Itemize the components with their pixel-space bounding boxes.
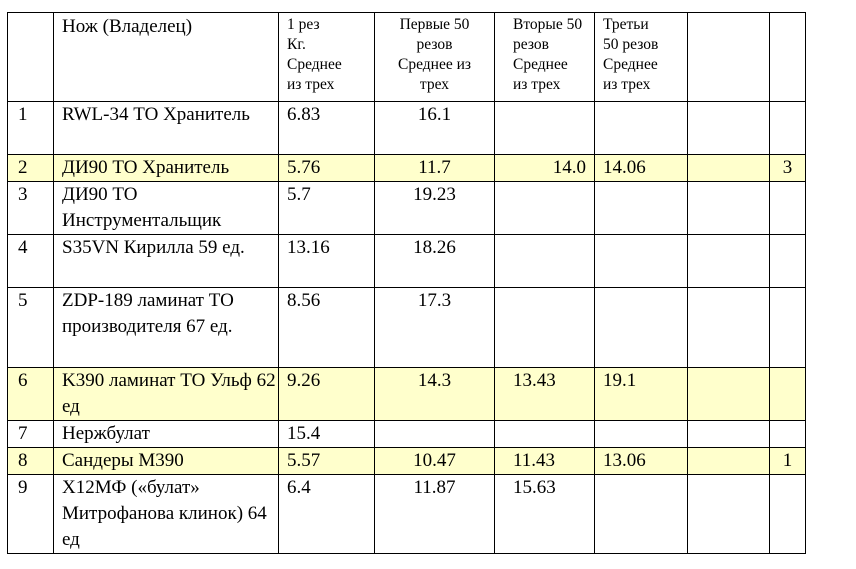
table-row: 8 Сандеры М390 5.57 10.47 11.43 13.06 1 — [7, 447, 806, 475]
cell-rank — [769, 234, 806, 288]
cell-first-50-cuts: 11.7 — [374, 154, 495, 182]
header-first-50-cuts: Первые 50 резов Среднее из трех — [374, 12, 495, 102]
table-row: 1 RWL-34 ТО Хранитель 6.83 16.1 — [7, 101, 806, 155]
cell-row-number: 1 — [7, 101, 54, 155]
cell-row-number: 9 — [7, 474, 54, 554]
cell-first-cut-kg: 9.26 — [278, 367, 375, 421]
cell-third-50-cuts — [594, 101, 688, 155]
cell-knife-owner: Х12МФ («булат» Митрофанова клинок) 64 ед — [53, 474, 279, 554]
cell-first-50-cuts: 14.3 — [374, 367, 495, 421]
cell-first-50-cuts: 10.47 — [374, 447, 495, 475]
header-third-50-cuts: Третьи 50 резов Среднее из трех — [594, 12, 688, 102]
cell-third-50-cuts — [594, 474, 688, 554]
cell-first-50-cuts — [374, 420, 495, 448]
cell-first-cut-kg: 6.83 — [278, 101, 375, 155]
cell-first-cut-kg: 8.56 — [278, 287, 375, 368]
table-row: 9 Х12МФ («булат» Митрофанова клинок) 64 е… — [7, 474, 806, 554]
header-knife-owner: Нож (Владелец) — [53, 12, 279, 102]
cell-rank — [769, 474, 806, 554]
cell-row-number: 6 — [7, 367, 54, 421]
cell-row-number: 2 — [7, 154, 54, 182]
cell-knife-owner: S35VN Кирилла 59 ед. — [53, 234, 279, 288]
cell-rank — [769, 367, 806, 421]
cell-first-50-cuts: 18.26 — [374, 234, 495, 288]
cell-extra — [687, 181, 770, 235]
cell-extra — [687, 234, 770, 288]
table-row: 3 ДИ90 ТО Инструментальщик 5.7 19.23 — [7, 181, 806, 235]
cell-extra — [687, 101, 770, 155]
header-rank — [769, 12, 806, 102]
table-row: 6 K390 ламинат ТО Ульф 62 ед 9.26 14.3 13.43… — [7, 367, 806, 421]
cell-rank — [769, 101, 806, 155]
cell-third-50-cuts: 13.06 — [594, 447, 688, 475]
cell-knife-owner: K390 ламинат ТО Ульф 62 ед — [53, 367, 279, 421]
table-row: 5 ZDP-189 ламинат ТО производителя 67 ед.… — [7, 287, 806, 368]
cell-third-50-cuts — [594, 287, 688, 368]
cell-rank — [769, 181, 806, 235]
cell-rank: 1 — [769, 447, 806, 475]
cell-extra — [687, 154, 770, 182]
cell-knife-owner: ДИ90 ТО Инструментальщик — [53, 181, 279, 235]
cell-knife-owner: Сандеры М390 — [53, 447, 279, 475]
cell-row-number: 7 — [7, 420, 54, 448]
cell-third-50-cuts — [594, 234, 688, 288]
header-extra — [687, 12, 770, 102]
table-row: 2 ДИ90 ТО Хранитель 5.76 11.7 14.0 14.06 3 — [7, 154, 806, 182]
cell-row-number: 4 — [7, 234, 54, 288]
table-row: 7 Нержбулат 15.4 — [7, 420, 806, 448]
cell-second-50-cuts — [494, 287, 595, 368]
cell-first-cut-kg: 13.16 — [278, 234, 375, 288]
knife-test-table: Нож (Владелец) 1 рез Кг. Среднее из трех П… — [7, 12, 806, 554]
cell-second-50-cuts: 13.43 — [494, 367, 595, 421]
cell-first-50-cuts: 16.1 — [374, 101, 495, 155]
cell-second-50-cuts — [494, 420, 595, 448]
cell-second-50-cuts — [494, 234, 595, 288]
cell-first-50-cuts: 19.23 — [374, 181, 495, 235]
cell-second-50-cuts — [494, 181, 595, 235]
cell-third-50-cuts: 19.1 — [594, 367, 688, 421]
cell-first-50-cuts: 17.3 — [374, 287, 495, 368]
cell-knife-owner: RWL-34 ТО Хранитель — [53, 101, 279, 155]
cell-first-cut-kg: 6.4 — [278, 474, 375, 554]
cell-second-50-cuts: 11.43 — [494, 447, 595, 475]
cell-rank: 3 — [769, 154, 806, 182]
cell-rank — [769, 287, 806, 368]
cell-extra — [687, 447, 770, 475]
header-row-number — [7, 12, 54, 102]
cell-knife-owner: Нержбулат — [53, 420, 279, 448]
cell-first-50-cuts: 11.87 — [374, 474, 495, 554]
cell-knife-owner: ДИ90 ТО Хранитель — [53, 154, 279, 182]
cell-second-50-cuts: 15.63 — [494, 474, 595, 554]
cell-rank — [769, 420, 806, 448]
cell-third-50-cuts — [594, 420, 688, 448]
cell-first-cut-kg: 5.57 — [278, 447, 375, 475]
cell-row-number: 3 — [7, 181, 54, 235]
cell-first-cut-kg: 5.76 — [278, 154, 375, 182]
cell-third-50-cuts: 14.06 — [594, 154, 688, 182]
cell-second-50-cuts: 14.0 — [494, 154, 595, 182]
cell-row-number: 5 — [7, 287, 54, 368]
cell-extra — [687, 367, 770, 421]
table-row: 4 S35VN Кирилла 59 ед. 13.16 18.26 — [7, 234, 806, 288]
cell-first-cut-kg: 15.4 — [278, 420, 375, 448]
header-first-cut-kg: 1 рез Кг. Среднее из трех — [278, 12, 375, 102]
cell-first-cut-kg: 5.7 — [278, 181, 375, 235]
header-second-50-cuts: Вторые 50 резов Среднее из трех — [494, 12, 595, 102]
cell-row-number: 8 — [7, 447, 54, 475]
cell-third-50-cuts — [594, 181, 688, 235]
cell-extra — [687, 287, 770, 368]
cell-knife-owner: ZDP-189 ламинат ТО производителя 67 ед. — [53, 287, 279, 368]
cell-second-50-cuts — [494, 101, 595, 155]
cell-extra — [687, 474, 770, 554]
cell-extra — [687, 420, 770, 448]
header-row: Нож (Владелец) 1 рез Кг. Среднее из трех П… — [7, 12, 806, 102]
